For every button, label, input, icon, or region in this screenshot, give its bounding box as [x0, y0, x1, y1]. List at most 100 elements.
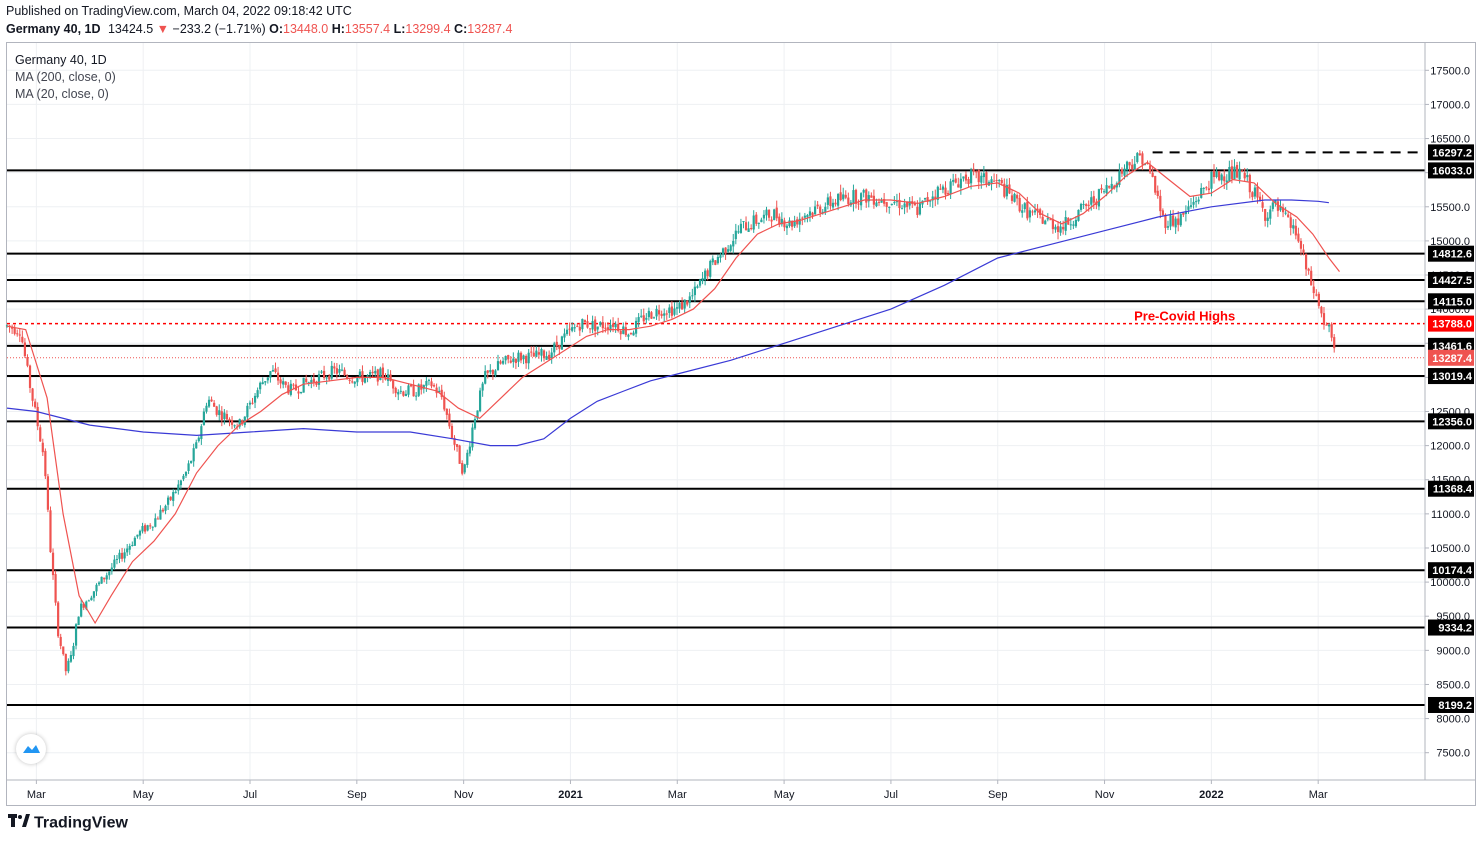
candle-body	[548, 354, 551, 360]
candle-body	[310, 380, 313, 384]
candle-body	[885, 202, 888, 207]
candle-body	[798, 218, 801, 225]
candle-body	[865, 189, 868, 203]
candle-body	[502, 360, 505, 364]
candle-body	[657, 310, 661, 315]
candle-body	[525, 355, 528, 364]
candle-body	[241, 420, 244, 424]
candle-body	[852, 190, 855, 204]
y-tick-label: 16500.0	[1430, 134, 1470, 146]
candle-body	[366, 375, 369, 378]
candle-body	[1202, 187, 1205, 189]
candle-body	[415, 395, 418, 397]
candle-body	[504, 356, 507, 361]
candle-body	[491, 369, 494, 375]
candle-body	[282, 381, 285, 385]
candle-body	[172, 492, 175, 501]
candle-body	[906, 202, 909, 208]
candle-body	[954, 178, 957, 183]
candle-body	[642, 315, 645, 322]
candle-body	[103, 577, 106, 580]
candle-body	[471, 427, 474, 448]
candle-body	[634, 320, 638, 334]
footer-brand-text: TradingView	[34, 814, 128, 832]
candle-body	[287, 385, 290, 394]
candle-body	[647, 310, 650, 318]
candle-body	[473, 418, 477, 429]
candle-body	[517, 352, 520, 362]
candle-body	[895, 201, 899, 203]
level-label: 9334.2	[1438, 623, 1472, 635]
candle-body	[1233, 166, 1236, 180]
candle-body	[762, 214, 766, 219]
candle-body	[1064, 217, 1067, 231]
candle-body	[156, 518, 159, 520]
candle-body	[1200, 187, 1203, 198]
candle-body	[898, 199, 901, 209]
candle-body	[837, 194, 840, 206]
candle-body	[404, 393, 408, 397]
candle-body	[1297, 233, 1300, 242]
candle-body	[957, 184, 960, 188]
candle-body	[1212, 170, 1216, 178]
candle-body	[975, 171, 978, 173]
candle-body	[494, 370, 497, 376]
change-value: −233.2 (−1.71%)	[172, 22, 266, 36]
candle-body	[678, 303, 681, 309]
candle-body	[962, 176, 965, 179]
level-label-bg	[1428, 413, 1474, 430]
candle-body	[1087, 204, 1090, 206]
candle-body	[1269, 209, 1272, 219]
candle-body	[1110, 183, 1113, 189]
candle-body	[51, 552, 55, 576]
candle-body	[1049, 219, 1052, 221]
candle-body	[1143, 164, 1147, 166]
candle-body	[788, 220, 791, 227]
candle-body	[599, 322, 602, 326]
candle-body	[343, 369, 346, 376]
level-label: 16033.0	[1432, 165, 1472, 177]
candle-body	[696, 286, 699, 288]
candle-body	[266, 377, 269, 381]
candle-body	[261, 382, 264, 385]
candle-body	[1312, 286, 1315, 294]
red-level-label: 13788.0	[1432, 319, 1472, 331]
candle-body	[407, 385, 410, 395]
candle-body	[926, 197, 929, 202]
candle-body	[913, 202, 916, 206]
candle-body	[1279, 206, 1282, 211]
candle-body	[847, 197, 850, 204]
candle-body	[92, 591, 96, 598]
candle-body	[389, 374, 392, 382]
candle-body	[371, 371, 374, 374]
candle-body	[1105, 185, 1108, 194]
candle-body	[34, 401, 37, 408]
candle-body	[704, 270, 707, 280]
candle-body	[655, 308, 658, 317]
candle-body	[1223, 176, 1226, 182]
ma200-line	[6, 199, 1329, 447]
candle-body	[369, 372, 372, 375]
y-tick-label: 10500.0	[1430, 543, 1470, 555]
candle-body	[333, 366, 336, 369]
y-tick-label: 8000.0	[1436, 714, 1470, 726]
level-label: 8199.2	[1438, 700, 1472, 712]
candle-body	[1159, 195, 1162, 212]
high-value: 13557.4	[344, 22, 391, 36]
candle-body	[540, 349, 543, 356]
candle-body	[259, 382, 262, 390]
x-tick-label: 2021	[558, 789, 582, 801]
candle-body	[775, 207, 778, 219]
candle-body	[468, 446, 471, 454]
candle-body	[1177, 218, 1180, 225]
candle-body	[972, 168, 975, 172]
level-label-bg	[1428, 696, 1474, 713]
candle-body	[711, 258, 714, 263]
candle-body	[123, 552, 126, 559]
tradingview-badge-icon[interactable]	[16, 734, 46, 764]
candle-body	[691, 295, 694, 297]
candle-body	[939, 188, 942, 190]
candle-body	[1036, 208, 1039, 211]
candle-body	[302, 377, 305, 393]
